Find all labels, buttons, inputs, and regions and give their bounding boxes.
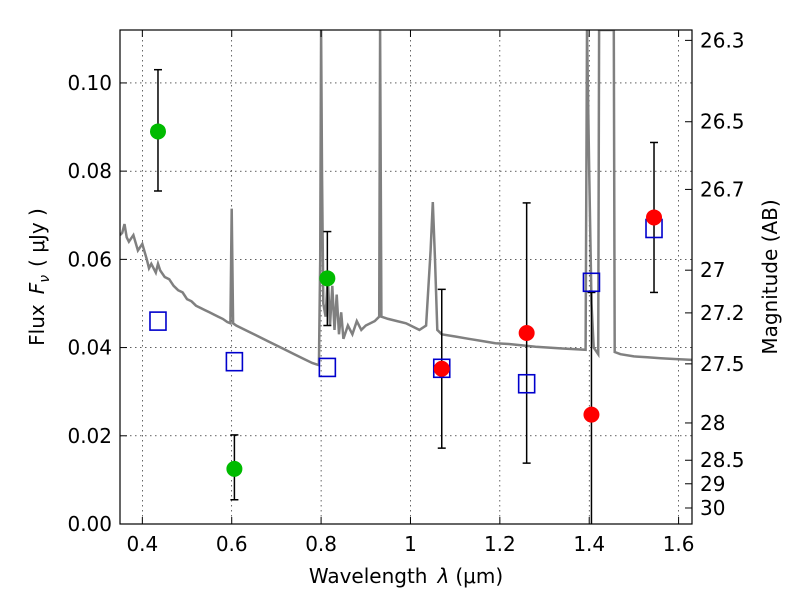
red-data-point — [519, 326, 534, 341]
x-tick-label: 0.8 — [305, 532, 337, 556]
right-tick-label: 26.3 — [700, 28, 745, 52]
model-photometry-square — [226, 353, 242, 371]
x-tick-label: 1 — [404, 532, 417, 556]
right-tick-label: 28 — [700, 411, 725, 435]
right-tick-label: 28.5 — [700, 448, 745, 472]
x-tick-label: 0.4 — [126, 532, 158, 556]
y-tick-label: 0.00 — [67, 512, 112, 536]
x-axis-ticks: 0.4 0.6 0.8 1 1.2 1.4 1.6 — [126, 30, 694, 556]
model-spectrum — [120, 30, 692, 365]
red-data-point — [434, 361, 449, 376]
y-axis-label: Flux Fν ( μJy ) — [25, 208, 53, 346]
y-axis-label-text: Flux — [25, 304, 49, 346]
right-tick-label: 26.5 — [700, 110, 745, 134]
green-data-point — [150, 124, 165, 139]
y-axis-ticks: 0.00 0.02 0.04 0.06 0.08 0.10 — [67, 71, 127, 536]
green-data-point — [320, 271, 335, 286]
plot-frame — [120, 30, 692, 524]
y-tick-label: 0.10 — [67, 71, 112, 95]
y-axis-label-subscript: ν — [37, 275, 53, 283]
right-tick-label: 27.2 — [700, 301, 745, 325]
right-tick-label: 26.7 — [700, 177, 745, 201]
y-axis-label-unit: ( μJy ) — [25, 208, 49, 267]
x-axis-label-text: Wavelength — [309, 564, 428, 588]
x-axis-label-unit: (μm) — [455, 564, 503, 588]
x-tick-label: 0.6 — [216, 532, 248, 556]
x-tick-label: 1.2 — [484, 532, 516, 556]
right-axis-label: Magnitude (AB) — [758, 199, 782, 354]
model-spectrum-line — [120, 30, 692, 365]
x-axis-label: Wavelength λ (μm) — [309, 564, 503, 588]
x-tick-label: 1.6 — [663, 532, 695, 556]
y-tick-label: 0.06 — [67, 247, 112, 271]
red-data-point — [584, 407, 599, 422]
y-tick-label: 0.02 — [67, 424, 112, 448]
right-tick-label: 27.5 — [700, 352, 745, 376]
right-tick-label: 27 — [700, 258, 725, 282]
model-photometry-square — [150, 312, 166, 330]
y-axis-label-symbol: F — [25, 282, 49, 294]
right-tick-label: 30 — [700, 496, 725, 520]
model-photometry-square — [319, 358, 335, 376]
x-tick-label: 1.4 — [573, 532, 605, 556]
y-tick-label: 0.04 — [67, 336, 112, 360]
green-data-point — [227, 461, 242, 476]
x-axis-label-symbol: λ — [437, 564, 450, 588]
grid — [120, 30, 692, 524]
sed-chart: 0.4 0.6 0.8 1 1.2 1.4 1.6 0.00 0.02 0.04 0.06 0.08… — [0, 0, 800, 600]
y-tick-label: 0.08 — [67, 159, 112, 183]
right-tick-label: 29 — [700, 472, 725, 496]
red-data-point — [647, 210, 662, 225]
